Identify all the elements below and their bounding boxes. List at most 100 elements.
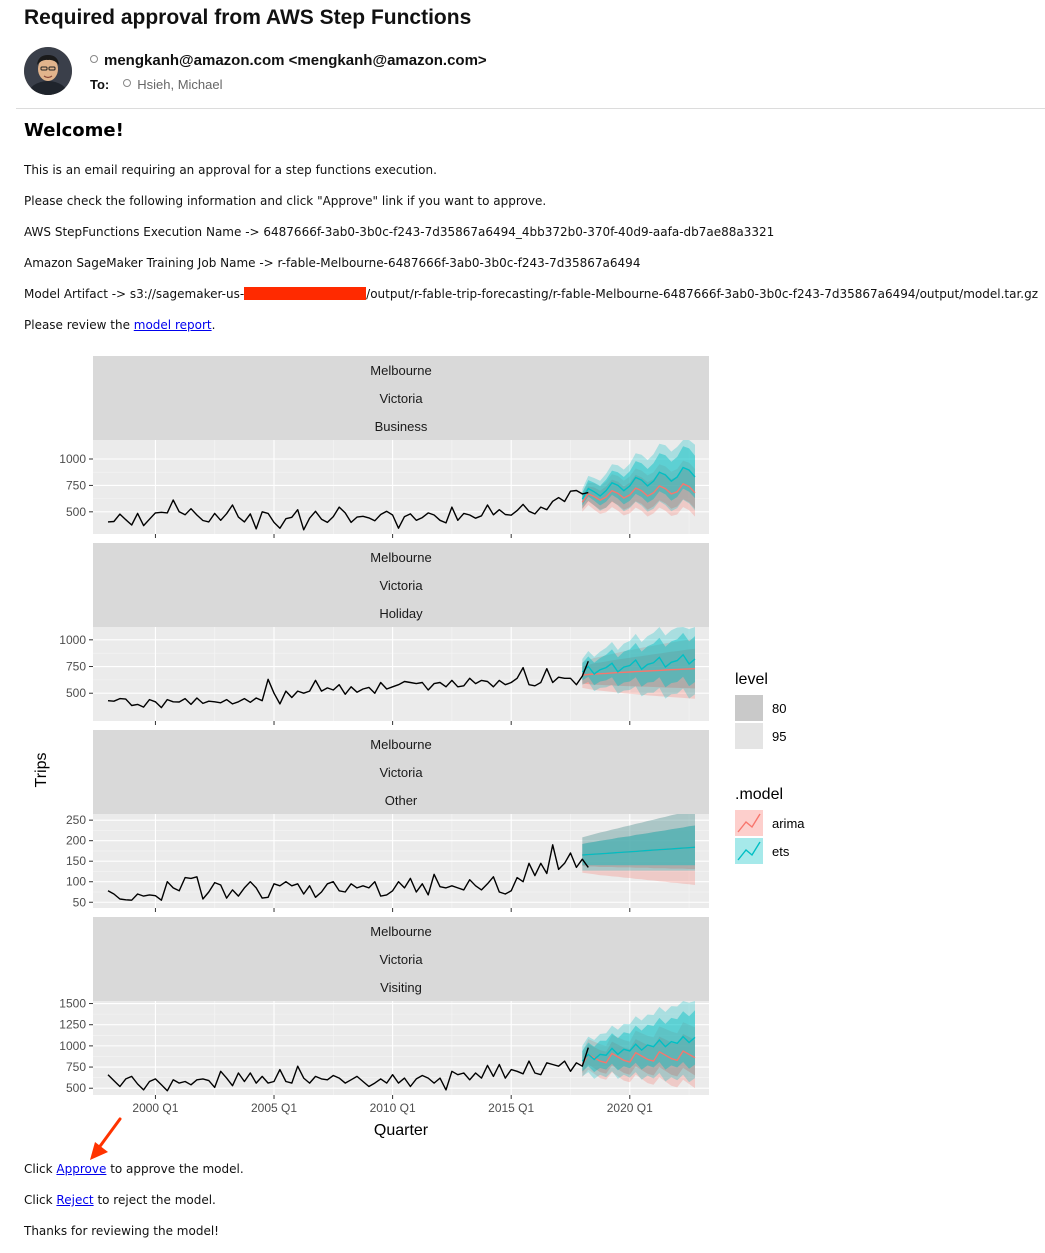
artifact-prefix: Model Artifact -> s3://sagemaker-us- [24, 287, 245, 301]
panel-background [93, 440, 709, 534]
arima-forecast-line [581, 1050, 696, 1065]
y-tick-label: 1000 [59, 1039, 86, 1053]
ets-interval-band [582, 814, 695, 871]
arima-interval-band [582, 814, 695, 885]
facet-strip [93, 786, 709, 814]
y-tick-label: 750 [66, 660, 86, 674]
model-report-link[interactable]: model report [133, 318, 212, 332]
ets-forecast-line [581, 466, 696, 500]
arima-forecast-line [581, 482, 696, 503]
email-subject: Required approval from AWS Step Function… [24, 6, 472, 29]
arima-interval-band [582, 638, 695, 699]
facet-strip-label: Victoria [379, 952, 423, 967]
arima-interval-band [582, 648, 695, 689]
facet-panel: Melbourne Victoria Holiday 500 750 1000 [59, 543, 709, 725]
history-line [107, 844, 589, 901]
facet-strip [93, 730, 709, 758]
recipient-name[interactable]: Hsieh, Michael [137, 77, 223, 92]
facet-strip [93, 384, 709, 412]
legend-title-model: .model [735, 786, 783, 803]
forecast-chart: MelbourneVictoriaBusiness5007501000Melbo… [33, 356, 805, 1139]
facet-strip [93, 412, 709, 440]
legend-key-ets [735, 838, 763, 864]
approve-suffix: to approve the model. [106, 1162, 244, 1176]
y-tick-label: 50 [73, 895, 87, 909]
y-tick-label: 100 [66, 875, 86, 889]
ets-interval-band [582, 627, 695, 699]
y-tick-label: 1000 [59, 452, 86, 466]
x-tick-label: 2000 Q1 [132, 1101, 178, 1115]
facet-strip [93, 973, 709, 1001]
facet-strip [93, 917, 709, 945]
status-dot-icon [123, 79, 132, 87]
x-tick-label: 2015 Q1 [488, 1101, 534, 1115]
history-line [107, 1047, 589, 1092]
sender-field[interactable]: mengkanh@amazon.com <mengkanh@amazon.com… [90, 52, 487, 69]
intro-text: This is an email requiring an approval f… [24, 163, 437, 177]
review-text: Please review the model report. [24, 318, 215, 332]
reject-prefix: Click [24, 1193, 57, 1207]
facet-strip-label: Melbourne [370, 737, 431, 752]
facet-strip-label: Melbourne [370, 550, 431, 565]
arima-interval-band [582, 825, 695, 869]
history-line [107, 660, 589, 709]
legend-line-arima [737, 813, 761, 833]
x-tick-label: 2010 Q1 [370, 1101, 416, 1115]
facet-strip-label: Victoria [379, 391, 423, 406]
y-tick-label: 500 [66, 686, 86, 700]
y-axis-title: Trips [33, 753, 50, 788]
ets-forecast-line [581, 1035, 696, 1062]
legend-label-level: 95 [772, 729, 786, 744]
model-artifact-text: Model Artifact -> s3://sagemaker-us- /out… [24, 287, 1038, 301]
ets-interval-band [582, 1001, 695, 1083]
y-tick-label: 1250 [59, 1018, 86, 1032]
y-tick-label: 200 [66, 834, 86, 848]
legend-label-model: arima [772, 816, 805, 831]
y-tick-label: 250 [66, 813, 86, 827]
approve-text: Click Approve to approve the model. [24, 1162, 244, 1176]
welcome-heading: Welcome! [24, 120, 124, 141]
status-dot-icon [90, 55, 98, 63]
artifact-suffix: /output/r-fable-trip-forecasting/r-fable… [366, 287, 1039, 301]
arima-interval-band [582, 1022, 695, 1089]
approve-prefix: Click [24, 1162, 57, 1176]
red-arrow-icon [90, 1117, 122, 1160]
y-tick-label: 750 [66, 1060, 86, 1074]
x-axis-title: Quarter [374, 1122, 429, 1139]
y-tick-label: 150 [66, 854, 86, 868]
execution-name-text: AWS StepFunctions Execution Name -> 6487… [24, 225, 775, 239]
sender-avatar[interactable] [24, 47, 72, 95]
header-divider [16, 108, 1045, 109]
chart-legend: level 80 95 .model arima ets [735, 671, 805, 864]
facet-panel: Melbourne Victoria Visiting 500 750 1000 1250 1… [59, 917, 709, 1115]
y-tick-label: 750 [66, 478, 86, 492]
approve-link[interactable]: Approve [56, 1162, 107, 1176]
ets-forecast-line [581, 653, 696, 675]
facet-strip [93, 945, 709, 973]
facet-strip-label: Melbourne [370, 924, 431, 939]
legend-key-level [735, 695, 763, 721]
legend-key-arima [735, 810, 763, 836]
facet-panel: Melbourne Victoria Other 50 100 150 200 250 [66, 730, 709, 912]
legend-label-level: 80 [772, 701, 786, 716]
y-tick-label: 1000 [59, 633, 86, 647]
reject-text: Click Reject to reject the model. [24, 1193, 216, 1207]
facet-strip [93, 543, 709, 571]
legend-title-level: level [735, 671, 768, 688]
training-job-text: Amazon SageMaker Training Job Name -> r-… [24, 256, 641, 270]
legend-key-level [735, 723, 763, 749]
arima-forecast-line [582, 668, 696, 676]
arima-interval-band [582, 460, 695, 517]
facet-strip [93, 758, 709, 786]
reject-link[interactable]: Reject [56, 1193, 94, 1207]
facet-strip-label: Victoria [379, 578, 423, 593]
facet-strip-label: Victoria [379, 765, 423, 780]
panel-background [93, 1001, 709, 1095]
facet-strip-label: Visiting [380, 980, 422, 995]
x-tick-label: 2020 Q1 [607, 1101, 653, 1115]
review-suffix: . [211, 318, 216, 332]
facet-panel: Melbourne Victoria Business 500 750 1000 [59, 356, 709, 538]
ets-interval-band [582, 825, 695, 866]
ets-interval-band [582, 440, 695, 512]
history-line [107, 489, 589, 531]
